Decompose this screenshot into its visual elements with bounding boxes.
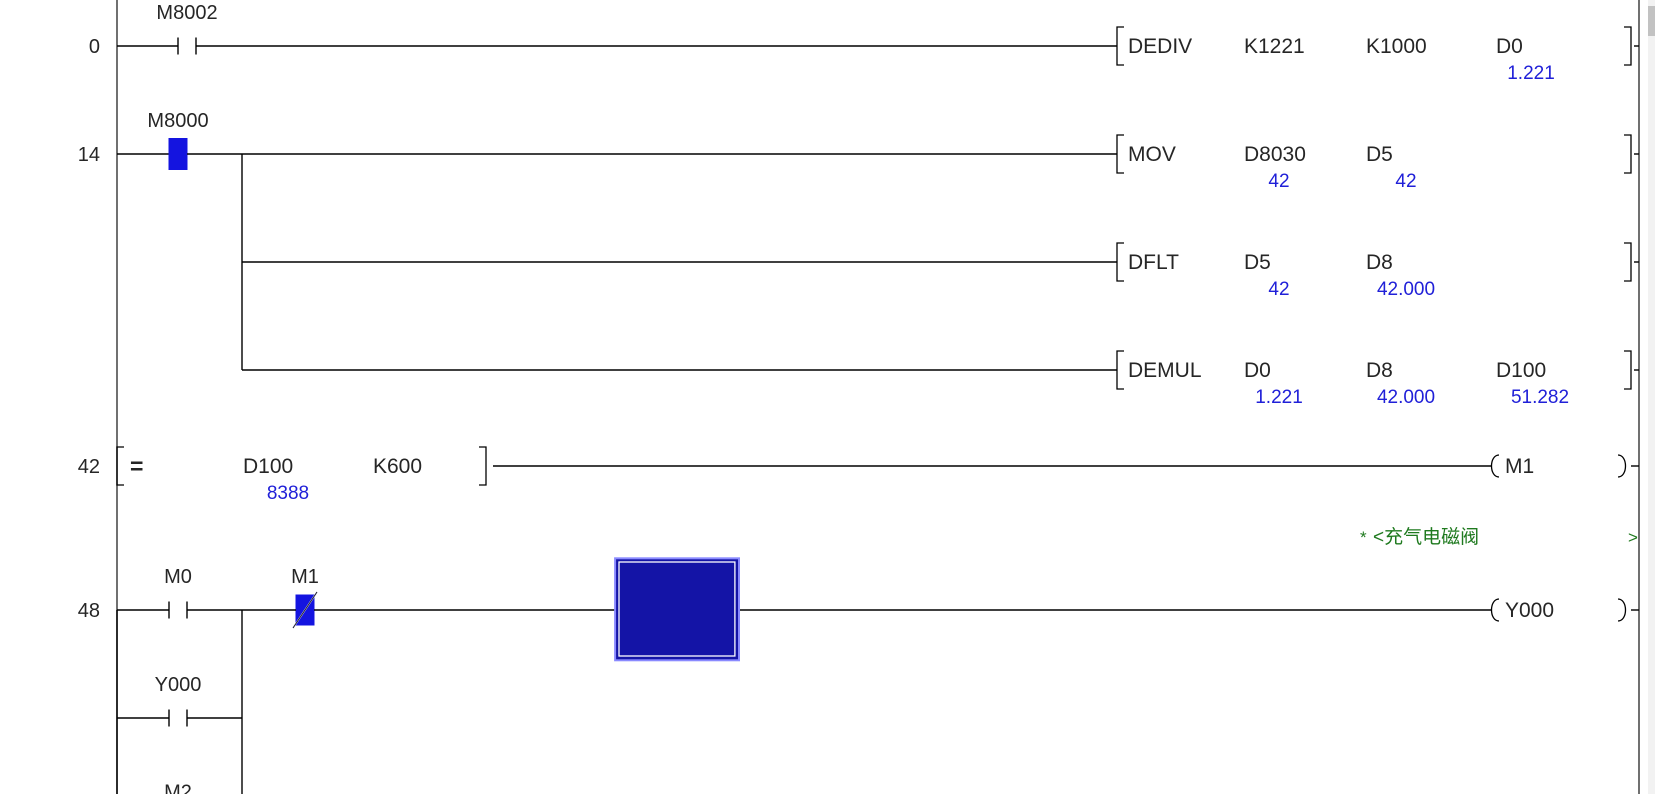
svg-text:8388: 8388 <box>267 483 309 504</box>
svg-text:M1: M1 <box>291 566 319 588</box>
svg-text:*: * <box>1360 528 1367 547</box>
svg-text:D8: D8 <box>1366 251 1393 274</box>
svg-text:42: 42 <box>1268 171 1289 192</box>
svg-text:K1221: K1221 <box>1244 35 1305 58</box>
svg-text:1.221: 1.221 <box>1507 63 1555 84</box>
svg-text:42.000: 42.000 <box>1377 387 1435 408</box>
svg-text:DEDIV: DEDIV <box>1128 35 1192 58</box>
svg-text:42: 42 <box>1268 279 1289 300</box>
svg-text:M2: M2 <box>164 782 192 794</box>
svg-text:DFLT: DFLT <box>1128 251 1179 274</box>
svg-text:D100: D100 <box>243 455 293 478</box>
svg-text:48: 48 <box>78 600 100 622</box>
svg-text:D100: D100 <box>1496 359 1546 382</box>
svg-text:D8030: D8030 <box>1244 143 1306 166</box>
svg-text:42.000: 42.000 <box>1377 279 1435 300</box>
svg-text:42: 42 <box>1395 171 1416 192</box>
svg-text:D0: D0 <box>1496 35 1523 58</box>
svg-text:M8002: M8002 <box>156 2 217 24</box>
svg-text:D8: D8 <box>1366 359 1393 382</box>
svg-text:M0: M0 <box>164 566 192 588</box>
svg-text:D0: D0 <box>1244 359 1271 382</box>
svg-text:14: 14 <box>78 144 100 166</box>
svg-text:K600: K600 <box>373 455 422 478</box>
svg-text:Y000: Y000 <box>1505 599 1554 622</box>
svg-text:K1000: K1000 <box>1366 35 1427 58</box>
svg-text:M1: M1 <box>1505 455 1534 478</box>
svg-text:Y000: Y000 <box>155 674 202 696</box>
svg-text:51.282: 51.282 <box>1511 387 1569 408</box>
svg-text:DEMUL: DEMUL <box>1128 359 1202 382</box>
svg-text:D5: D5 <box>1244 251 1271 274</box>
svg-text:42: 42 <box>78 456 100 478</box>
svg-text:=: = <box>130 453 143 479</box>
svg-text:D5: D5 <box>1366 143 1393 166</box>
svg-text:0: 0 <box>89 36 100 58</box>
svg-text:M8000: M8000 <box>147 110 208 132</box>
svg-text:MOV: MOV <box>1128 143 1176 166</box>
svg-text:>: > <box>1628 528 1638 547</box>
svg-text:<充气电磁阀: <充气电磁阀 <box>1373 526 1479 548</box>
svg-text:1.221: 1.221 <box>1255 387 1303 408</box>
